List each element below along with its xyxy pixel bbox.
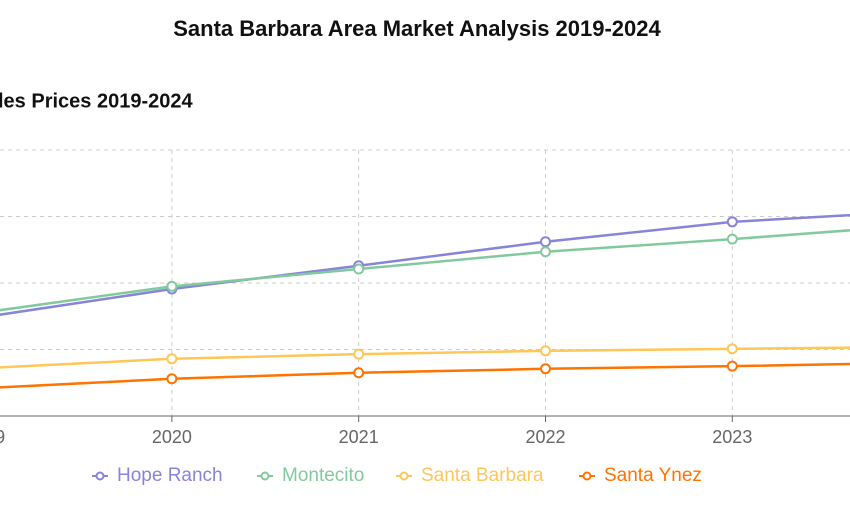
legend-item: Santa Ynez bbox=[579, 465, 702, 486]
legend-marker bbox=[260, 471, 270, 481]
legend-label: Santa Barbara bbox=[421, 465, 544, 486]
x-tick-label: 2019 bbox=[0, 427, 5, 447]
legend-label: Santa Ynez bbox=[604, 465, 702, 486]
legend-item: Santa Barbara bbox=[396, 465, 544, 486]
data-point bbox=[539, 363, 551, 375]
data-point bbox=[166, 353, 178, 365]
chart-title: les Prices 2019-2024 bbox=[0, 90, 193, 112]
legend-label: Hope Ranch bbox=[117, 465, 223, 486]
data-point bbox=[353, 367, 365, 379]
data-point bbox=[726, 343, 738, 355]
legend-marker bbox=[95, 471, 105, 481]
x-tick-label: 2022 bbox=[525, 427, 565, 447]
series-line bbox=[0, 229, 850, 312]
data-point bbox=[353, 348, 365, 360]
data-point bbox=[166, 373, 178, 385]
legend-marker bbox=[582, 471, 592, 481]
data-point bbox=[726, 216, 738, 228]
data-point bbox=[726, 360, 738, 372]
series-line bbox=[0, 346, 850, 369]
x-tick-label: 2023 bbox=[712, 427, 752, 447]
page-title: Santa Barbara Area Market Analysis 2019-… bbox=[173, 16, 661, 41]
legend-item: Montecito bbox=[257, 465, 364, 486]
x-tick-label: 2020 bbox=[152, 427, 192, 447]
legend-item: Hope Ranch bbox=[92, 465, 223, 486]
data-point bbox=[539, 236, 551, 248]
data-point bbox=[353, 263, 365, 275]
legend-label: Montecito bbox=[282, 465, 364, 486]
series-line bbox=[0, 362, 850, 389]
x-tick-label: 2021 bbox=[339, 427, 379, 447]
data-point bbox=[539, 246, 551, 258]
data-point bbox=[726, 233, 738, 245]
data-point bbox=[539, 345, 551, 357]
series-line bbox=[0, 213, 850, 316]
data-point bbox=[166, 280, 178, 292]
legend-marker bbox=[399, 471, 409, 481]
